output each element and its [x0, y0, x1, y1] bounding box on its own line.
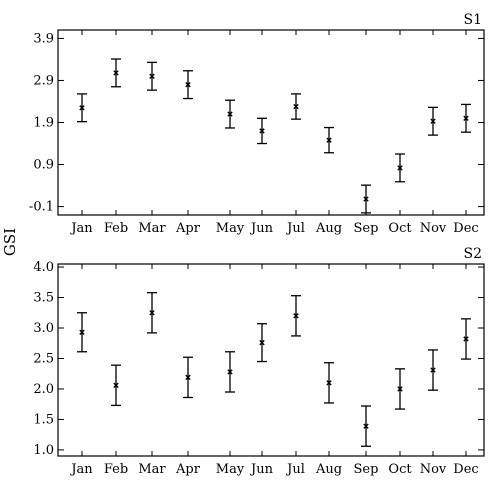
- data-point-sep: [363, 196, 369, 202]
- x-tick-label-sep: Sep: [354, 462, 379, 477]
- marker-stroke: [363, 423, 369, 429]
- x-tick-label-jun: Jun: [249, 462, 274, 477]
- x-tick-label-apr: Apr: [175, 221, 201, 236]
- marker-stroke: [149, 73, 155, 79]
- marker-stroke: [463, 336, 469, 342]
- marker-stroke: [326, 380, 332, 386]
- marker-stroke: [149, 310, 155, 316]
- marker-stroke: [185, 81, 191, 88]
- x-tick-label-jul: Jul: [285, 462, 305, 477]
- y-tick-label: 1.0: [33, 443, 54, 458]
- marker-stroke: [79, 329, 85, 335]
- marker-stroke: [430, 118, 436, 124]
- y-tick-label: 1.9: [33, 116, 54, 131]
- marker-stroke: [430, 367, 436, 373]
- marker-stroke: [293, 103, 299, 110]
- data-point-nov: [430, 118, 436, 124]
- x-tick-label-jan: Jan: [69, 462, 93, 477]
- marker-stroke: [397, 165, 403, 171]
- data-point-may: [227, 369, 233, 375]
- y-tick-label: 0.9: [33, 158, 54, 173]
- x-tick-label-may: May: [216, 462, 245, 477]
- y-tick-label: 1.5: [33, 412, 54, 427]
- plot-frame: [57, 263, 485, 457]
- data-point-jun: [259, 339, 265, 346]
- data-point-mar: [149, 310, 155, 316]
- x-tick-label-jun: Jun: [249, 221, 274, 236]
- data-point-jul: [293, 313, 299, 319]
- marker-stroke: [363, 196, 369, 202]
- x-tick-label-apr: Apr: [175, 462, 201, 477]
- x-tick-label-dec: Dec: [453, 462, 478, 477]
- marker-stroke: [326, 137, 332, 143]
- x-tick-label-jul: Jul: [285, 221, 305, 236]
- panel-label: S1: [464, 12, 483, 28]
- x-tick-label-feb: Feb: [104, 462, 128, 477]
- marker-stroke: [293, 313, 299, 319]
- panel-label: S2: [464, 246, 483, 262]
- x-tick-label-may: May: [216, 221, 245, 236]
- data-point-feb: [113, 70, 119, 76]
- x-tick-label-oct: Oct: [388, 221, 412, 236]
- marker-stroke: [397, 386, 403, 392]
- data-point-apr: [185, 374, 191, 381]
- data-point-aug: [326, 137, 332, 143]
- data-point-nov: [430, 367, 436, 373]
- x-tick-label-nov: Nov: [420, 221, 447, 236]
- y-tick-label: 4.0: [33, 260, 54, 275]
- data-point-feb: [113, 382, 119, 388]
- data-point-apr: [185, 81, 191, 88]
- y-tick-label: 2.0: [33, 382, 54, 397]
- marker-stroke: [79, 105, 85, 111]
- chart-panel-s1: S1 3.9 2.9 1.9 0.9 -0.1 Jan Feb Mar Apr May Jun Jul A…: [29, 12, 485, 236]
- x-tick-label-oct: Oct: [388, 462, 412, 477]
- data-point-jan: [79, 329, 85, 335]
- data-point-jul: [293, 103, 299, 110]
- x-tick-label-sep: Sep: [354, 221, 379, 236]
- data-point-jun: [259, 128, 265, 134]
- data-point-mar: [149, 73, 155, 79]
- y-tick-label: 2.9: [33, 73, 54, 88]
- y-tick-label: 3.5: [33, 291, 54, 306]
- x-tick-label-feb: Feb: [104, 221, 128, 236]
- x-tick-label-mar: Mar: [138, 462, 166, 477]
- data-point-aug: [326, 380, 332, 386]
- x-tick-label-aug: Aug: [315, 462, 342, 477]
- y-tick-label: -0.1: [29, 200, 54, 215]
- data-point-oct: [397, 386, 403, 392]
- x-tick-label-aug: Aug: [315, 221, 342, 236]
- x-tick-label-mar: Mar: [138, 221, 166, 236]
- data-point-jan: [79, 105, 85, 111]
- marker-stroke: [463, 115, 469, 121]
- y-tick-label: 3.9: [33, 31, 54, 46]
- marker-stroke: [185, 374, 191, 381]
- y-axis-title: GSI: [1, 228, 19, 256]
- data-point-dec: [463, 336, 469, 342]
- data-point-may: [227, 111, 233, 117]
- marker-stroke: [113, 70, 119, 76]
- y-tick-label: 3.0: [33, 321, 54, 336]
- y-tick-label: 2.5: [33, 351, 54, 366]
- marker-stroke: [113, 382, 119, 388]
- x-tick-label-nov: Nov: [420, 462, 447, 477]
- plot-frame: [57, 29, 485, 216]
- marker-stroke: [227, 111, 233, 117]
- marker-stroke: [259, 128, 265, 134]
- data-point-sep: [363, 423, 369, 429]
- x-tick-label-dec: Dec: [453, 221, 478, 236]
- data-point-oct: [397, 165, 403, 171]
- marker-stroke: [227, 369, 233, 375]
- marker-stroke: [259, 339, 265, 346]
- chart-panel-s2: S2 4.0 3.5 3.0 2.5 2.0 1.5 1.0 Jan Feb Mar Apr May Ju…: [33, 246, 485, 477]
- data-point-dec: [463, 115, 469, 121]
- x-tick-label-jan: Jan: [69, 221, 93, 236]
